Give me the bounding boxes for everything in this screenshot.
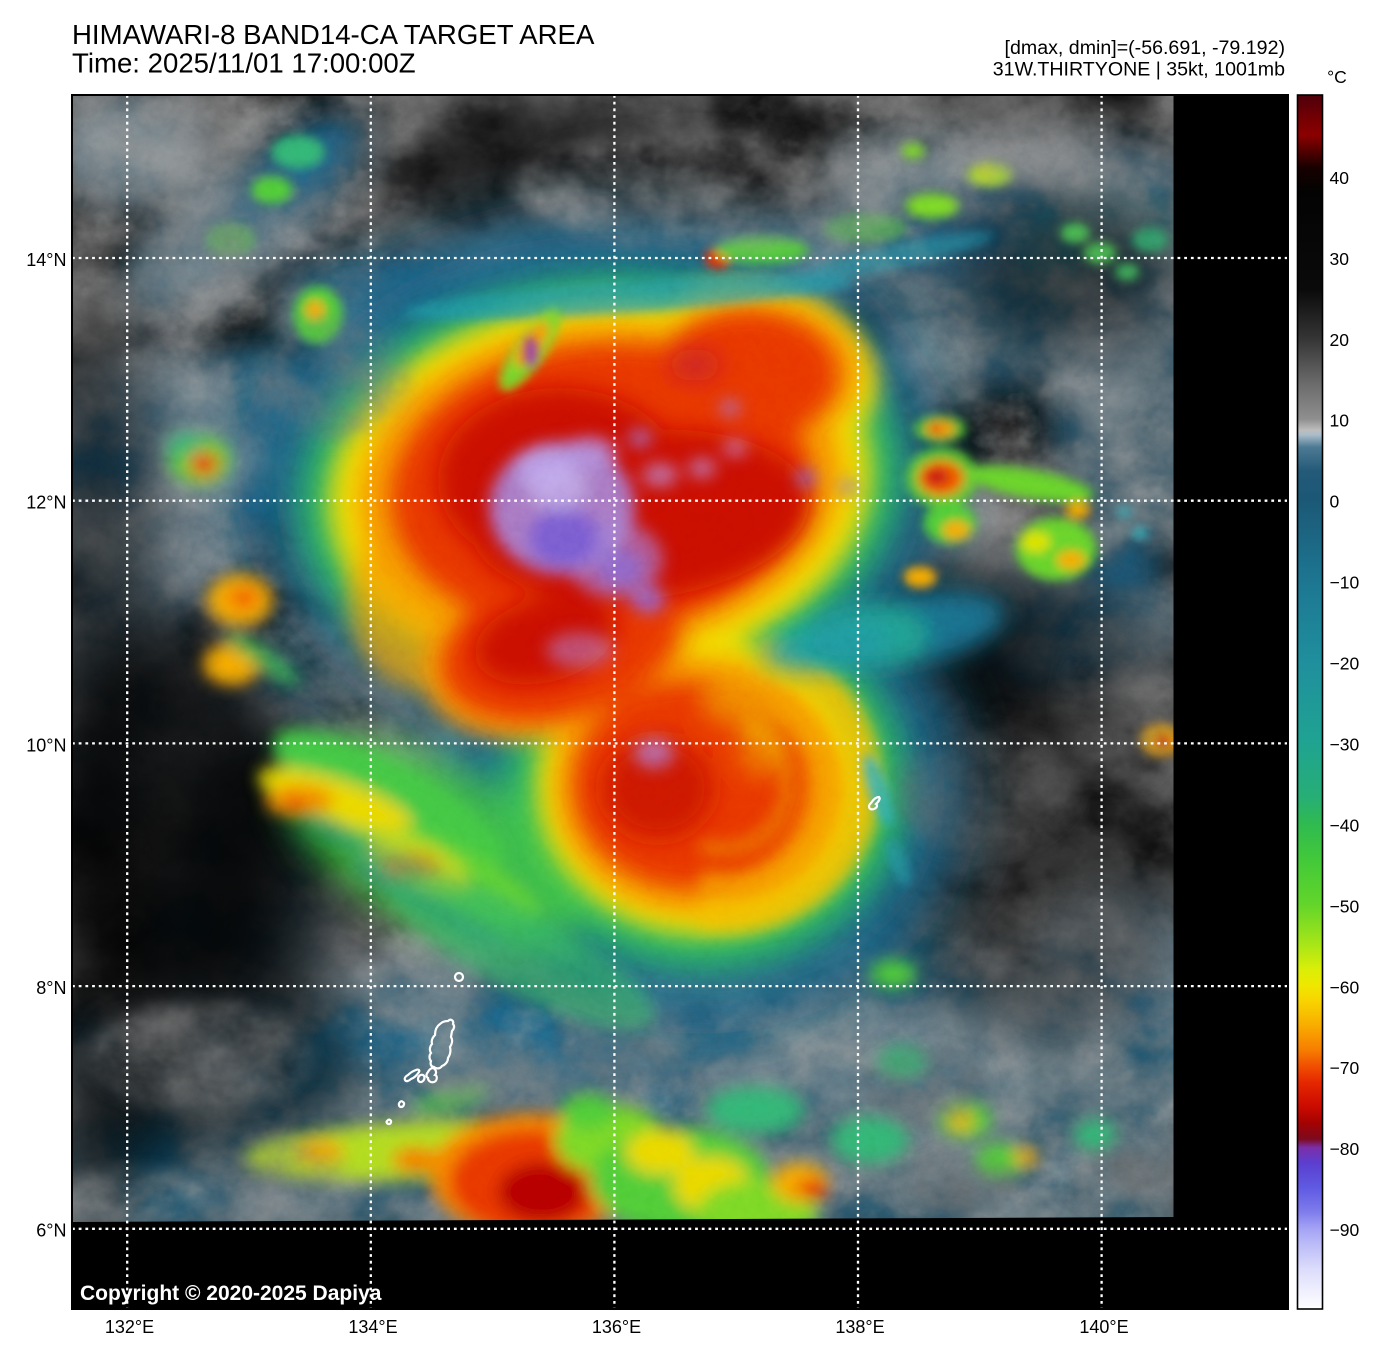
svg-text:Time: 2025/11/01 17:00:00Z: Time: 2025/11/01 17:00:00Z: [72, 48, 416, 79]
svg-text:136°E: 136°E: [592, 1317, 641, 1337]
svg-text:8°N: 8°N: [36, 978, 66, 998]
svg-text:20: 20: [1330, 330, 1350, 350]
svg-text:Copyright © 2020-2025 Dapiya: Copyright © 2020-2025 Dapiya: [80, 1282, 382, 1305]
svg-text:6°N: 6°N: [36, 1221, 66, 1241]
svg-text:°C: °C: [1327, 67, 1347, 87]
svg-text:140°E: 140°E: [1079, 1317, 1128, 1337]
svg-text:10: 10: [1330, 411, 1350, 431]
svg-text:[dmax, dmin]=(-56.691, -79.192: [dmax, dmin]=(-56.691, -79.192): [1005, 37, 1285, 59]
svg-text:HIMAWARI-8 BAND14-CA TARGET AR: HIMAWARI-8 BAND14-CA TARGET AREA: [72, 19, 595, 50]
svg-text:31W.THIRTYONE | 35kt, 1001mb: 31W.THIRTYONE | 35kt, 1001mb: [993, 59, 1285, 81]
svg-text:−60: −60: [1330, 977, 1360, 997]
svg-text:134°E: 134°E: [348, 1317, 397, 1337]
svg-text:−80: −80: [1330, 1139, 1360, 1159]
svg-text:−10: −10: [1330, 573, 1360, 593]
svg-text:−30: −30: [1330, 735, 1360, 755]
svg-text:12°N: 12°N: [26, 493, 66, 513]
svg-text:0: 0: [1330, 492, 1340, 512]
svg-text:−40: −40: [1330, 815, 1360, 835]
svg-text:40: 40: [1330, 168, 1350, 188]
svg-text:132°E: 132°E: [105, 1317, 154, 1337]
svg-text:30: 30: [1330, 249, 1350, 269]
svg-text:138°E: 138°E: [835, 1317, 884, 1337]
svg-text:−90: −90: [1330, 1220, 1360, 1240]
svg-text:14°N: 14°N: [26, 250, 66, 270]
svg-text:10°N: 10°N: [26, 735, 66, 755]
svg-text:−70: −70: [1330, 1058, 1360, 1078]
svg-text:−50: −50: [1330, 896, 1360, 916]
svg-text:−20: −20: [1330, 654, 1360, 674]
